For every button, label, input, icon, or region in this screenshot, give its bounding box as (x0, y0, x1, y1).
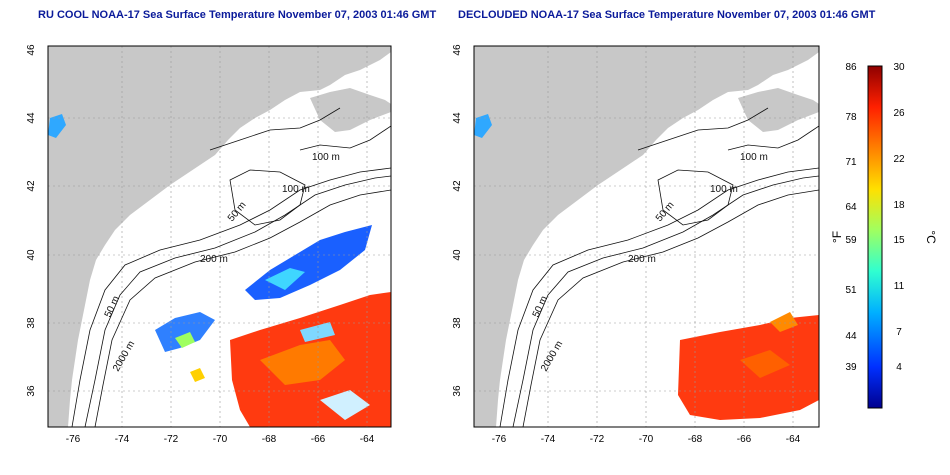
y-tick-label: 42 (26, 180, 37, 192)
celsius-tick: 11 (894, 281, 905, 292)
fahrenheit-tick: 86 (845, 62, 857, 73)
x-tick-label: -66 (737, 434, 752, 445)
fahrenheit-tick: 44 (845, 331, 857, 342)
bathymetry-contours (71, 107, 391, 427)
right-map-title: DECLOUDED NOAA-17 Sea Surface Temperatur… (458, 9, 876, 21)
y-tick-label: 38 (26, 317, 37, 329)
x-tick-label: -64 (786, 434, 801, 445)
right-map: 100 m 100 m 50 m 200 m 50 m 2000 m -76 -… (452, 44, 820, 445)
nova-scotia-land (310, 88, 391, 132)
land-mass (48, 46, 391, 427)
celsius-tick: 30 (893, 62, 905, 73)
left-map: 100 m 100 m 50 m 200 m 50 m 2000 m -76 -… (26, 44, 392, 445)
contour-label: 200 m (628, 254, 656, 265)
x-tick-label: -70 (639, 434, 654, 445)
contour-label: 100 m (740, 152, 768, 163)
celsius-tick: 18 (893, 200, 905, 211)
x-tick-label: -70 (213, 434, 228, 445)
sst-cool-patch-2 (155, 312, 215, 352)
x-tick-label: -72 (164, 434, 179, 445)
celsius-unit-label: °C (924, 230, 938, 244)
bathymetry-contours (499, 107, 819, 427)
y-tick-label: 40 (452, 249, 463, 261)
x-tick-label: -66 (311, 434, 326, 445)
celsius-tick: 22 (893, 154, 905, 165)
left-x-axis: -76 -74 -72 -70 -68 -66 -64 (66, 434, 375, 445)
x-tick-label: -74 (541, 434, 556, 445)
nova-scotia-land (738, 88, 819, 132)
celsius-tick: 15 (893, 235, 905, 246)
x-tick-label: -72 (590, 434, 605, 445)
fahrenheit-tick: 59 (845, 235, 857, 246)
y-tick-label: 40 (26, 249, 37, 261)
right-y-axis: 36 38 40 42 44 46 (452, 44, 463, 397)
celsius-tick: 26 (893, 108, 905, 119)
x-tick-label: -76 (66, 434, 81, 445)
fahrenheit-tick: 71 (845, 157, 857, 168)
fahrenheit-scale: 86 78 71 64 59 51 44 39 (845, 62, 857, 373)
contour-label: 200 m (200, 254, 228, 265)
y-tick-label: 46 (26, 44, 37, 56)
fahrenheit-unit-label: °F (830, 231, 844, 243)
fahrenheit-tick: 64 (845, 202, 857, 213)
x-tick-label: -68 (688, 434, 703, 445)
y-tick-label: 42 (452, 180, 463, 192)
contour-label: 100 m (710, 184, 738, 195)
celsius-scale: 30 26 22 18 15 11 7 4 (893, 62, 905, 373)
y-tick-label: 44 (452, 112, 463, 124)
y-tick-label: 36 (452, 385, 463, 397)
celsius-tick: 7 (896, 327, 902, 338)
contour-label: 100 m (312, 152, 340, 163)
colorbar-gradient (867, 65, 883, 409)
fahrenheit-tick: 39 (845, 362, 857, 373)
y-tick-label: 36 (26, 385, 37, 397)
land-mass (474, 46, 819, 427)
left-map-title: RU COOL NOAA-17 Sea Surface Temperature … (38, 9, 437, 21)
x-tick-label: -76 (492, 434, 507, 445)
temperature-colorbar: 86 78 71 64 59 51 44 39 30 26 22 18 15 1… (830, 62, 938, 409)
x-tick-label: -74 (115, 434, 130, 445)
left-y-axis: 36 38 40 42 44 46 (26, 44, 37, 397)
x-tick-label: -64 (360, 434, 375, 445)
right-x-axis: -76 -74 -72 -70 -68 -66 -64 (492, 434, 801, 445)
celsius-tick: 4 (896, 362, 902, 373)
y-tick-label: 46 (452, 44, 463, 56)
fahrenheit-tick: 51 (845, 285, 857, 296)
contour-label: 100 m (282, 184, 310, 195)
y-tick-label: 38 (452, 317, 463, 329)
fahrenheit-tick: 78 (845, 112, 857, 123)
y-tick-label: 44 (26, 112, 37, 124)
x-tick-label: -68 (262, 434, 277, 445)
